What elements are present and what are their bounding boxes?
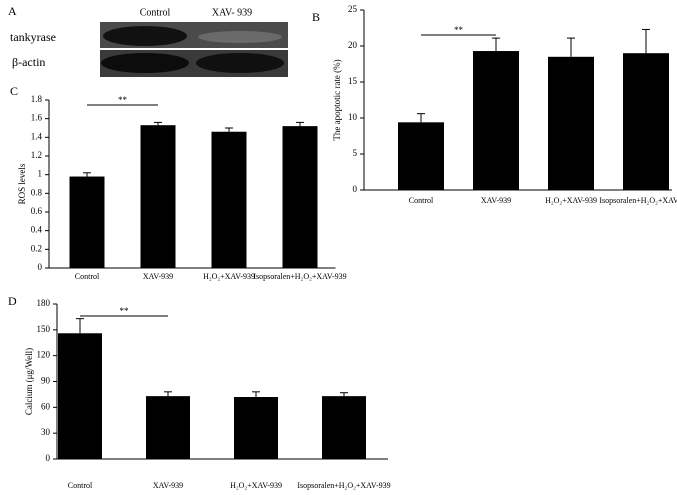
- y-tick-label: 20: [348, 40, 358, 50]
- y-tick-label: 1.4: [31, 131, 43, 141]
- bar: [58, 333, 102, 459]
- bar: [623, 53, 669, 191]
- significance-label: **: [120, 306, 130, 316]
- panel-label: B: [312, 10, 320, 24]
- y-tick-label: 0: [46, 453, 51, 463]
- y-tick-label: 25: [348, 4, 358, 14]
- bar: [234, 397, 278, 459]
- y-tick-label: 0.8: [31, 187, 43, 197]
- y-axis-label: Calcium (μg/Well): [24, 348, 34, 415]
- y-tick-label: 5: [353, 148, 358, 158]
- y-tick-label: 10: [348, 112, 358, 122]
- bar: [473, 51, 519, 190]
- y-tick-label: 0.4: [31, 225, 43, 235]
- y-tick-label: 0: [38, 262, 43, 272]
- x-tick-label: Control: [68, 481, 93, 490]
- bar: [322, 396, 366, 459]
- bar: [211, 131, 247, 268]
- y-tick-label: 15: [348, 76, 358, 86]
- bar: [282, 126, 318, 268]
- significance-label: **: [454, 25, 464, 35]
- y-tick-label: 0.2: [31, 243, 42, 253]
- x-tick-label: XAV-939: [481, 196, 511, 205]
- blot-row-label: β-actin: [12, 55, 45, 69]
- y-tick-label: 30: [41, 427, 51, 437]
- blot-column-label: Control: [140, 7, 171, 18]
- bar: [69, 176, 105, 268]
- blot-band: [196, 53, 284, 73]
- x-tick-label: Isopsoralen+H₂O₂+XAV-939: [599, 196, 677, 205]
- x-tick-label: Isopsoralen+H₂O₂+XAV-939: [297, 481, 390, 490]
- blot-row-label: tankyrase: [10, 30, 56, 44]
- bar: [140, 125, 176, 268]
- x-tick-label: Control: [75, 272, 100, 281]
- x-tick-label: XAV-939: [153, 481, 183, 490]
- y-tick-label: 150: [37, 324, 51, 334]
- x-tick-label: Isopsoralen+H₂O₂+XAV-939: [253, 272, 346, 281]
- x-tick-label: H₂O₂+XAV-939: [203, 272, 255, 281]
- y-tick-label: 180: [37, 298, 51, 308]
- bar: [548, 56, 594, 190]
- y-tick-label: 120: [37, 350, 51, 360]
- significance-label: **: [118, 95, 128, 105]
- bar: [398, 122, 444, 190]
- y-tick-label: 1.2: [31, 150, 42, 160]
- y-axis-label: The apoptotic rate (%): [332, 59, 342, 140]
- y-tick-label: 1: [38, 169, 43, 179]
- x-tick-label: XAV-939: [143, 272, 173, 281]
- x-tick-label: H₂O₂+XAV-939: [230, 481, 282, 490]
- blot-band: [103, 26, 187, 46]
- y-tick-label: 90: [41, 376, 51, 386]
- panel-label: C: [10, 84, 18, 98]
- blot-column-label: XAV- 939: [212, 7, 252, 18]
- y-tick-label: 0.6: [31, 206, 43, 216]
- blot-band: [101, 53, 189, 73]
- bar: [146, 396, 190, 459]
- y-axis-label: ROS levels: [17, 163, 27, 204]
- x-tick-label: H₂O₂+XAV-939: [545, 196, 597, 205]
- y-tick-label: 60: [41, 401, 51, 411]
- x-tick-label: Control: [409, 196, 434, 205]
- y-tick-label: 1.6: [31, 113, 43, 123]
- y-tick-label: 1.8: [31, 94, 43, 104]
- panel-label: A: [8, 4, 17, 18]
- blot-image: [100, 22, 288, 77]
- blot-band: [198, 31, 282, 43]
- y-tick-label: 0: [353, 184, 358, 194]
- panel-label: D: [8, 294, 17, 308]
